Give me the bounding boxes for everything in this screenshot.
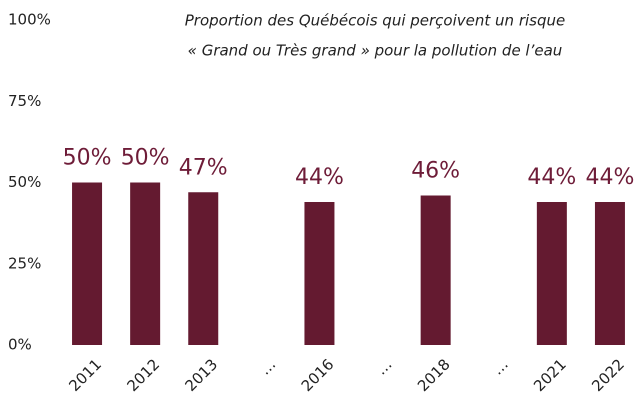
bar [188,192,219,345]
x-tick-label: 2018 [414,355,454,395]
chart-title: Proportion des Québécois qui perçoivent … [185,12,565,30]
data-label: 46% [411,159,460,184]
x-tick-label: 2021 [530,355,570,395]
data-label: 50% [121,146,170,171]
bar [536,202,567,345]
bar [594,202,625,345]
x-tick-label: 2013 [182,355,222,395]
data-label: 44% [585,165,634,190]
data-label: 44% [295,165,344,190]
chart-title: « Grand ou Très grand » pour la pollutio… [188,42,563,60]
x-tick-label: 2011 [65,355,105,395]
y-tick-label: 50% [8,173,41,191]
y-tick-label: 100% [8,11,51,29]
bar [130,182,161,345]
x-tick-label: 2012 [123,355,163,395]
x-tick-label: 2016 [298,355,338,395]
data-label: 47% [179,155,228,180]
bar [304,202,335,345]
data-label: 44% [527,165,576,190]
y-tick-label: 0% [8,336,32,354]
data-label: 50% [63,146,112,171]
x-tick-label: 2022 [588,355,628,395]
bar [420,195,451,345]
bar [72,182,103,345]
x-tick-label: … [256,355,279,378]
x-tick-label: … [488,355,511,378]
y-tick-label: 75% [8,92,41,110]
y-tick-label: 25% [8,254,41,272]
x-tick-label: … [372,355,395,378]
